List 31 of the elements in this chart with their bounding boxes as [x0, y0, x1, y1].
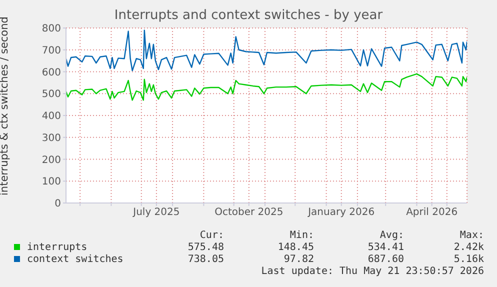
- x-tick-label: April 2026: [406, 207, 458, 218]
- line-series: [66, 73, 467, 101]
- legend-label: context switches: [26, 254, 124, 266]
- y-tick-label: 700: [42, 45, 61, 56]
- x-tick-label: October 2025: [214, 207, 284, 218]
- text: Min:: [288, 230, 314, 242]
- y-tick-label: 200: [42, 154, 61, 166]
- text: Max:: [458, 230, 484, 242]
- x-tick-label: January 2026: [307, 207, 375, 218]
- text: 2.42k: [452, 242, 484, 254]
- y-tick-label: 500: [42, 89, 61, 100]
- text: 687.60: [366, 254, 404, 266]
- y-tick-label: 0: [54, 198, 61, 210]
- text: 5.16k: [452, 254, 484, 266]
- y-tick-label: 600: [42, 67, 61, 78]
- y-tick-label: 100: [42, 176, 61, 188]
- text: 534.41: [366, 242, 404, 254]
- text: Cur:: [198, 230, 224, 242]
- y-tick-label: 400: [42, 111, 61, 122]
- y-tick-label: 300: [42, 132, 61, 144]
- chart-title: Interrupts and context switches - by year: [114, 8, 383, 23]
- text: 148.45: [276, 242, 314, 254]
- y-axis-title: interrupts & ctx switches / second: [0, 16, 11, 196]
- x-tick-label: July 2025: [132, 207, 180, 218]
- text: 575.48: [186, 242, 224, 254]
- legend-label: interrupts: [26, 242, 88, 254]
- y-tick-label: 800: [42, 24, 61, 35]
- text: Last update: Thu May 21 23:50:57 2026: [260, 266, 484, 278]
- text: 738.05: [186, 254, 224, 266]
- text: 97.82: [282, 254, 314, 266]
- text: Avg:: [378, 230, 404, 242]
